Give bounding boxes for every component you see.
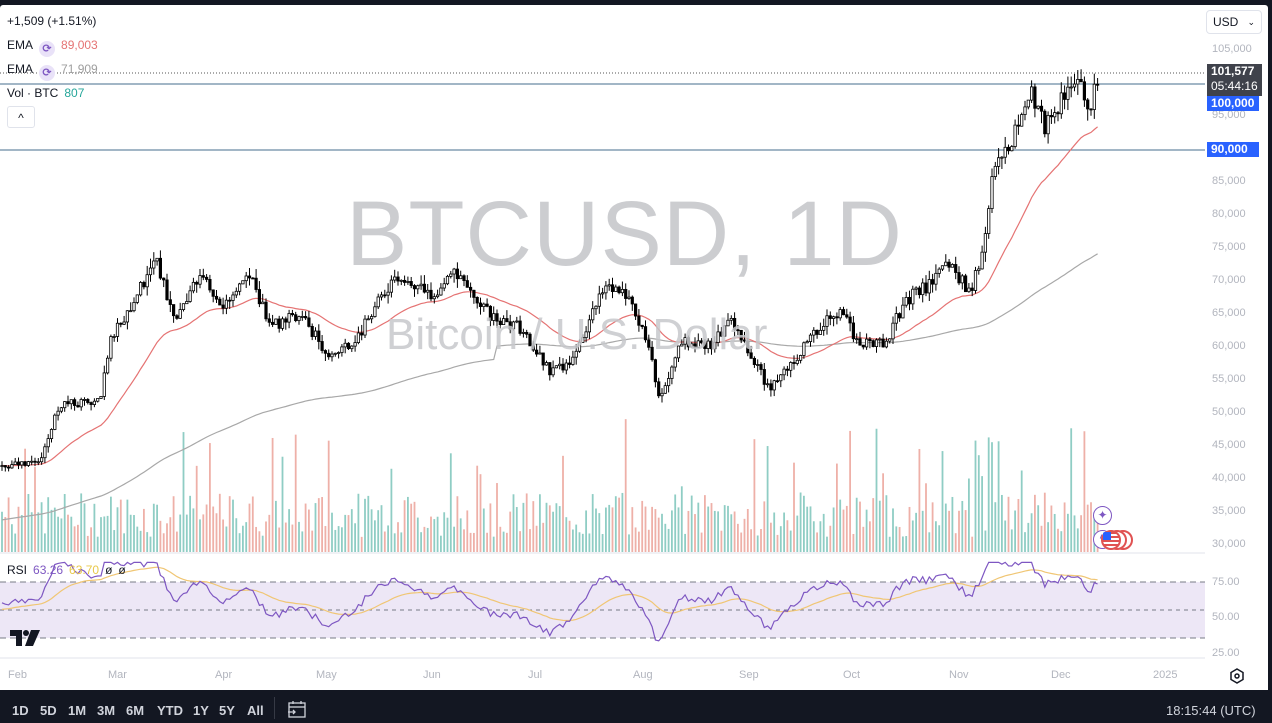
month-label: Jun [423, 669, 441, 681]
price-tick: 40,000 [1212, 472, 1246, 484]
toolbar-divider [274, 697, 275, 719]
ema-fast-value: 89,003 [61, 38, 98, 52]
ema-fast-label: EMA [7, 38, 34, 52]
range-button-ytd[interactable]: YTD [157, 703, 183, 718]
rsi-extra-1: ø [105, 563, 113, 577]
price-tick: 55,000 [1212, 373, 1246, 385]
price-tick: 30,000 [1212, 538, 1246, 550]
range-button-5d[interactable]: 5D [40, 703, 57, 718]
us-flag-event-icon[interactable] [1101, 530, 1121, 550]
range-button-1m[interactable]: 1M [68, 703, 87, 718]
range-button-all[interactable]: All [247, 703, 264, 718]
month-label: Jul [528, 669, 543, 681]
idea-marker-icon[interactable]: ✦ [1093, 506, 1112, 525]
range-button-1d[interactable]: 1D [12, 703, 29, 718]
currency-value: USD [1213, 15, 1239, 29]
current-price: 101,577 [1211, 64, 1255, 78]
tradingview-logo-icon[interactable] [10, 630, 40, 646]
price-change: +1,509 (+1.51%) [7, 14, 97, 28]
rsi-tick-75: 75.00 [1212, 576, 1240, 588]
settings-gear-icon[interactable] [1229, 668, 1245, 684]
price-change-legend: +1,509 (+1.51%) [7, 14, 96, 28]
range-button-3m[interactable]: 3M [97, 703, 116, 718]
price-tick: 45,000 [1212, 439, 1246, 451]
range-button-6m[interactable]: 6M [126, 703, 145, 718]
month-label: Aug [633, 669, 653, 681]
level-tag-100000[interactable]: 100,000 [1207, 96, 1259, 111]
rsi-extra-2: ø [118, 563, 126, 577]
price-tick: 105,000 [1212, 43, 1252, 55]
month-label: Mar [108, 669, 127, 681]
collapse-legend-button[interactable]: ^ [7, 106, 35, 128]
refresh-icon[interactable]: ⟳ [39, 41, 56, 57]
chevron-down-icon: ⌄ [1247, 17, 1255, 27]
chart-frame [0, 5, 1268, 690]
price-tick: 80,000 [1212, 208, 1246, 220]
month-label: Sep [739, 669, 759, 681]
range-button-1y[interactable]: 1Y [193, 703, 209, 718]
ema-fast-legend[interactable]: EMA ⟳ 89,003 [7, 38, 98, 57]
price-tick: 65,000 [1212, 307, 1246, 319]
symbol-watermark: BTCUSD, 1D [346, 183, 903, 285]
volume-value: 807 [64, 86, 85, 100]
price-tick: 50,000 [1212, 406, 1246, 418]
ema-slow-value: 71,909 [61, 62, 98, 76]
month-label: May [316, 669, 337, 681]
ema-slow-label: EMA [7, 62, 34, 76]
bar-countdown: 05:44:16 [1211, 79, 1258, 93]
range-button-5y[interactable]: 5Y [219, 703, 235, 718]
refresh-icon[interactable]: ⟳ [39, 65, 56, 81]
month-label: 2025 [1153, 669, 1178, 681]
volume-legend[interactable]: Vol · BTC 807 [7, 86, 84, 100]
rsi-value: 63.26 [33, 563, 64, 577]
date-range-icon[interactable] [287, 699, 307, 719]
price-tick: 85,000 [1212, 175, 1246, 187]
rsi-label: RSI [7, 563, 28, 577]
month-label: Nov [949, 669, 969, 681]
price-tick: 60,000 [1212, 340, 1246, 352]
month-label: Feb [8, 669, 27, 681]
utc-clock[interactable]: 18:15:44 (UTC) [1166, 703, 1256, 718]
currency-select[interactable]: USD ⌄ [1206, 10, 1262, 34]
month-label: Apr [215, 669, 233, 681]
rsi-tick-25: 25.00 [1212, 647, 1240, 659]
bottom-toolbar [0, 690, 1272, 723]
price-tick: 75,000 [1212, 241, 1246, 253]
month-label: Dec [1051, 669, 1071, 681]
price-tick: 70,000 [1212, 274, 1246, 286]
chevron-up-icon: ^ [18, 111, 24, 125]
rsi-tick-50: 50.00 [1212, 611, 1240, 623]
price-tick: 35,000 [1212, 505, 1246, 517]
price-tick: 95,000 [1212, 109, 1246, 121]
rsi-ma-value: 63.70 [69, 563, 100, 577]
ema-slow-legend[interactable]: EMA ⟳ 71,909 [7, 62, 98, 81]
rsi-legend[interactable]: RSI 63.26 63.70 ø ø [7, 563, 126, 577]
description-watermark: Bitcoin / U.S. Dollar [386, 310, 768, 359]
level-tag-90000[interactable]: 90,000 [1207, 142, 1259, 157]
month-label: Oct [843, 669, 861, 681]
window-edge [1268, 0, 1272, 723]
current-price-tag: 101,577 05:44:16 [1207, 64, 1262, 96]
volume-label: Vol · BTC [7, 86, 59, 100]
